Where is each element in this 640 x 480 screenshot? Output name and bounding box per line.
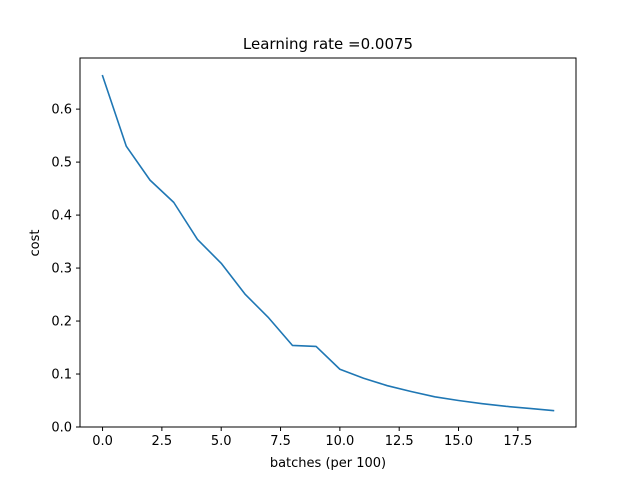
x-tick-label: 2.5 xyxy=(152,434,173,449)
x-tick-label: 5.0 xyxy=(211,434,232,449)
x-tick-label: 0.0 xyxy=(92,434,113,449)
y-tick-label: 0.6 xyxy=(51,103,72,118)
x-axis: 0.0 2.5 5.0 7.5 10.0 12.5 15.0 17.5 xyxy=(92,427,532,449)
x-tick-label: 12.5 xyxy=(385,434,414,449)
y-tick-label: 0.0 xyxy=(51,421,72,436)
y-tick-label: 0.2 xyxy=(51,315,72,330)
x-tick-label: 15.0 xyxy=(444,434,473,449)
x-tick-label: 17.5 xyxy=(503,434,532,449)
plot-area xyxy=(101,74,555,412)
x-tick-label: 10.0 xyxy=(325,434,354,449)
y-tick-label: 0.4 xyxy=(51,209,72,224)
y-tick-label: 0.5 xyxy=(51,156,72,171)
y-axis: 0.0 0.1 0.2 0.3 0.4 0.5 0.6 xyxy=(51,103,80,436)
y-axis-label: cost xyxy=(28,230,43,257)
x-axis-label: batches (per 100) xyxy=(270,456,386,471)
chart-title: Learning rate =0.0075 xyxy=(243,35,413,53)
y-tick-label: 0.1 xyxy=(51,368,72,383)
y-tick-label: 0.3 xyxy=(51,262,72,277)
series-line xyxy=(101,74,555,412)
x-tick-label: 7.5 xyxy=(270,434,291,449)
axes-frame xyxy=(79,57,577,428)
